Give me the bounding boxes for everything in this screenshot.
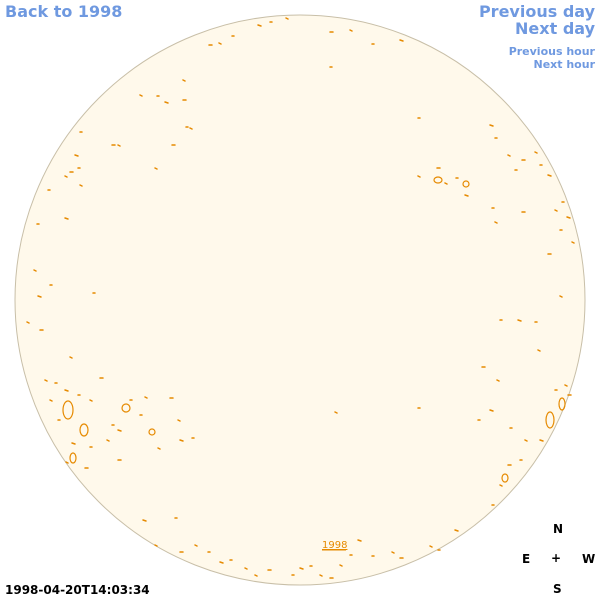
contour-speck	[157, 447, 161, 450]
next-hour-link[interactable]: Next hour	[533, 58, 596, 71]
contour-speck	[499, 484, 503, 487]
contour-speck	[219, 561, 224, 564]
compass-east: E	[522, 552, 531, 566]
contour-speck	[534, 151, 538, 154]
contour-speck	[142, 519, 147, 522]
contour-speck	[144, 396, 148, 399]
back-to-year-link[interactable]: Back to 1998	[5, 2, 123, 21]
contour-speck	[244, 567, 248, 570]
contour-speck	[564, 384, 568, 387]
contour-speck	[33, 269, 37, 272]
contour-speck	[507, 154, 511, 157]
contour-speck	[254, 574, 258, 577]
contour-speck	[64, 389, 69, 392]
solar-disk	[14, 14, 586, 586]
contour-speck	[319, 574, 323, 577]
compass-south: S	[553, 582, 562, 596]
contour-speck	[539, 439, 544, 442]
contour-speck	[489, 124, 494, 127]
contour-speck	[117, 429, 122, 432]
contour-speck	[218, 42, 222, 45]
contour-speck	[89, 399, 93, 402]
contour-speck	[496, 379, 500, 382]
compass-center: +	[551, 551, 562, 565]
contour-speck	[69, 356, 73, 359]
contour-speck	[391, 551, 395, 554]
contour-speck	[154, 544, 158, 547]
contour-speck	[417, 175, 421, 178]
contour-speck	[49, 399, 53, 402]
contour-speck	[454, 529, 459, 532]
contour-speck	[257, 24, 262, 27]
contour-speck	[189, 127, 193, 130]
contour-speck	[299, 567, 304, 570]
contour-speck	[489, 409, 494, 412]
contour-speck	[349, 29, 353, 32]
contour-speck	[399, 39, 404, 42]
contour-speck	[554, 209, 558, 212]
contour-speck	[182, 79, 186, 82]
contour-speck	[106, 439, 110, 442]
contour-speck	[64, 217, 69, 220]
contour-speck	[71, 442, 76, 445]
contour-speck	[444, 182, 448, 185]
contour-speck	[64, 175, 68, 178]
compass-west: W	[582, 552, 596, 566]
contour-speck	[559, 295, 563, 298]
contour-speck	[357, 539, 362, 542]
magnetic-specks	[26, 17, 575, 579]
previous-hour-link[interactable]: Previous hour	[508, 45, 595, 58]
contour-speck	[44, 379, 48, 382]
contour-speck	[517, 319, 522, 322]
contour-speck	[547, 174, 552, 177]
contour-speck	[164, 101, 169, 104]
contour-speck	[194, 544, 198, 547]
contour-speck	[429, 545, 433, 548]
contour-speck	[339, 564, 343, 567]
compass-north: N	[553, 522, 564, 536]
contour-speck	[117, 144, 121, 147]
contour-speck	[464, 194, 469, 197]
previous-day-link[interactable]: Previous day	[478, 2, 595, 21]
contour-speck	[524, 439, 528, 442]
magnetic-contours	[62, 176, 566, 483]
year-marker[interactable]: 1998	[322, 540, 347, 551]
contour-speck	[179, 439, 184, 442]
contour-speck	[334, 411, 338, 414]
contour-speck	[65, 461, 69, 464]
observation-timestamp: 1998-04-20T14:03:34	[5, 583, 150, 597]
next-day-link[interactable]: Next day	[515, 19, 595, 38]
contour-speck	[177, 419, 181, 422]
contour-speck	[285, 17, 289, 20]
contour-speck	[154, 167, 158, 170]
contour-speck	[571, 241, 575, 244]
contour-speck	[79, 184, 83, 187]
contour-speck	[566, 216, 571, 219]
contour-speck	[494, 221, 498, 224]
contour-speck	[74, 154, 79, 157]
contour-speck	[537, 349, 541, 352]
contour-speck	[26, 321, 30, 324]
contour-speck	[139, 94, 143, 97]
contour-speck	[37, 295, 42, 298]
